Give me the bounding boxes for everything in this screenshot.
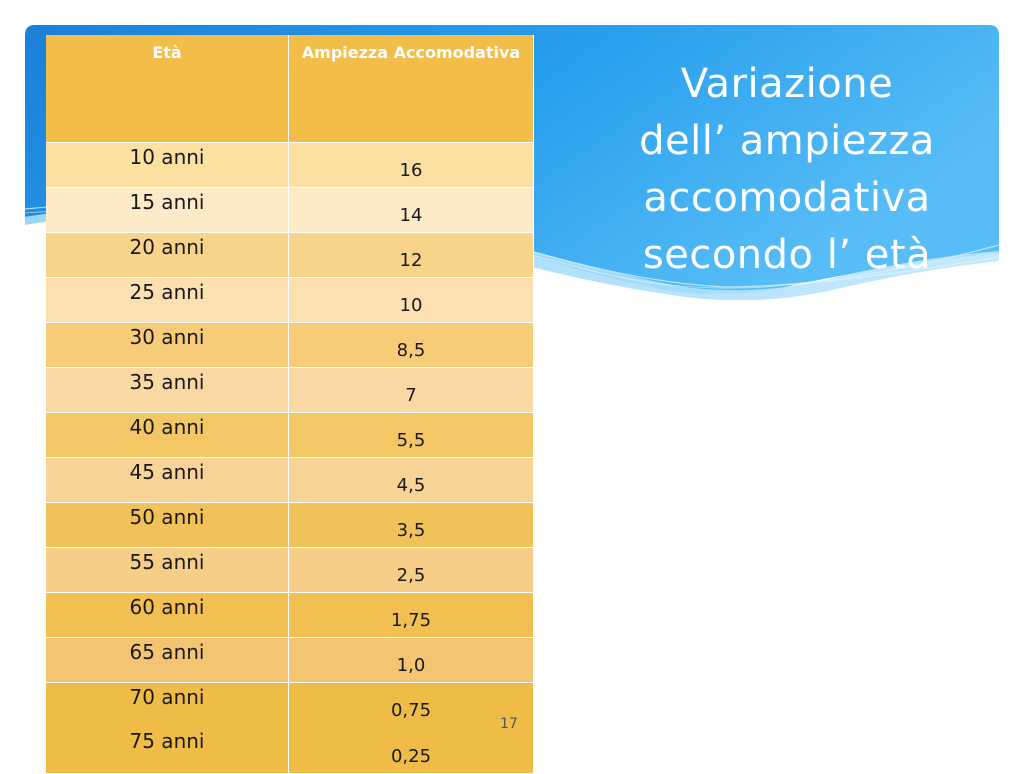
table-row: 75 anni 0,25 <box>46 727 534 774</box>
table-row: 35 anni 7 <box>46 367 534 413</box>
age-cell: 60 anni <box>46 592 289 638</box>
amplitude-cell: 0,75 <box>288 682 534 727</box>
amplitude-cell: 3,5 <box>288 502 534 548</box>
age-cell: 40 anni <box>46 412 289 458</box>
header-amplitude: Ampiezza Accomodativa <box>288 35 534 143</box>
amplitude-cell: 10 <box>288 277 534 323</box>
table-row: 10 anni 16 <box>46 142 534 188</box>
title-line: dell’ ampiezza <box>639 118 935 164</box>
amplitude-cell: 5,5 <box>288 412 534 458</box>
header-age: Età <box>46 35 289 143</box>
table-row: 15 anni 14 <box>46 187 534 233</box>
amplitude-cell: 2,5 <box>288 547 534 593</box>
table-row: 70 anni 0,75 <box>46 682 534 727</box>
age-cell: 35 anni <box>46 367 289 413</box>
age-cell: 20 anni <box>46 232 289 278</box>
table-row: 65 anni 1,0 <box>46 637 534 683</box>
amplitude-cell: 8,5 <box>288 322 534 368</box>
accommodation-table: Età Ampiezza Accomodativa 10 anni 16 15 … <box>46 35 534 774</box>
amplitude-cell: 16 <box>288 142 534 188</box>
amplitude-cell: 4,5 <box>288 457 534 503</box>
amplitude-cell: 1,0 <box>288 637 534 683</box>
table-row: 20 anni 12 <box>46 232 534 278</box>
age-cell: 70 anni <box>46 682 289 727</box>
age-cell: 65 anni <box>46 637 289 683</box>
table-row: 40 anni 5,5 <box>46 412 534 458</box>
title-line: secondo l’ età <box>642 232 932 278</box>
table-row: 45 anni 4,5 <box>46 457 534 503</box>
table-row: 60 anni 1,75 <box>46 592 534 638</box>
amplitude-cell: 14 <box>288 187 534 233</box>
amplitude-cell: 0,25 <box>288 727 534 774</box>
age-cell: 50 anni <box>46 502 289 548</box>
age-cell: 75 anni <box>46 727 289 774</box>
slide-title: Variazione dell’ ampiezza accomodativa s… <box>612 56 962 284</box>
table-row: 30 anni 8,5 <box>46 322 534 368</box>
title-line: Variazione <box>680 61 894 107</box>
age-cell: 30 anni <box>46 322 289 368</box>
age-cell: 55 anni <box>46 547 289 593</box>
table-row: 25 anni 10 <box>46 277 534 323</box>
amplitude-cell: 1,75 <box>288 592 534 638</box>
title-line: accomodativa <box>643 175 931 221</box>
age-cell: 10 anni <box>46 142 289 188</box>
table-header-row: Età Ampiezza Accomodativa <box>46 35 534 143</box>
age-cell: 25 anni <box>46 277 289 323</box>
amplitude-cell: 12 <box>288 232 534 278</box>
age-cell: 45 anni <box>46 457 289 503</box>
table-row: 55 anni 2,5 <box>46 547 534 593</box>
table-row: 50 anni 3,5 <box>46 502 534 548</box>
slide-title-area: Variazione dell’ ampiezza accomodativa s… <box>600 40 980 288</box>
age-cell: 15 anni <box>46 187 289 233</box>
amplitude-cell: 7 <box>288 367 534 413</box>
page-number: 17 <box>500 716 518 732</box>
